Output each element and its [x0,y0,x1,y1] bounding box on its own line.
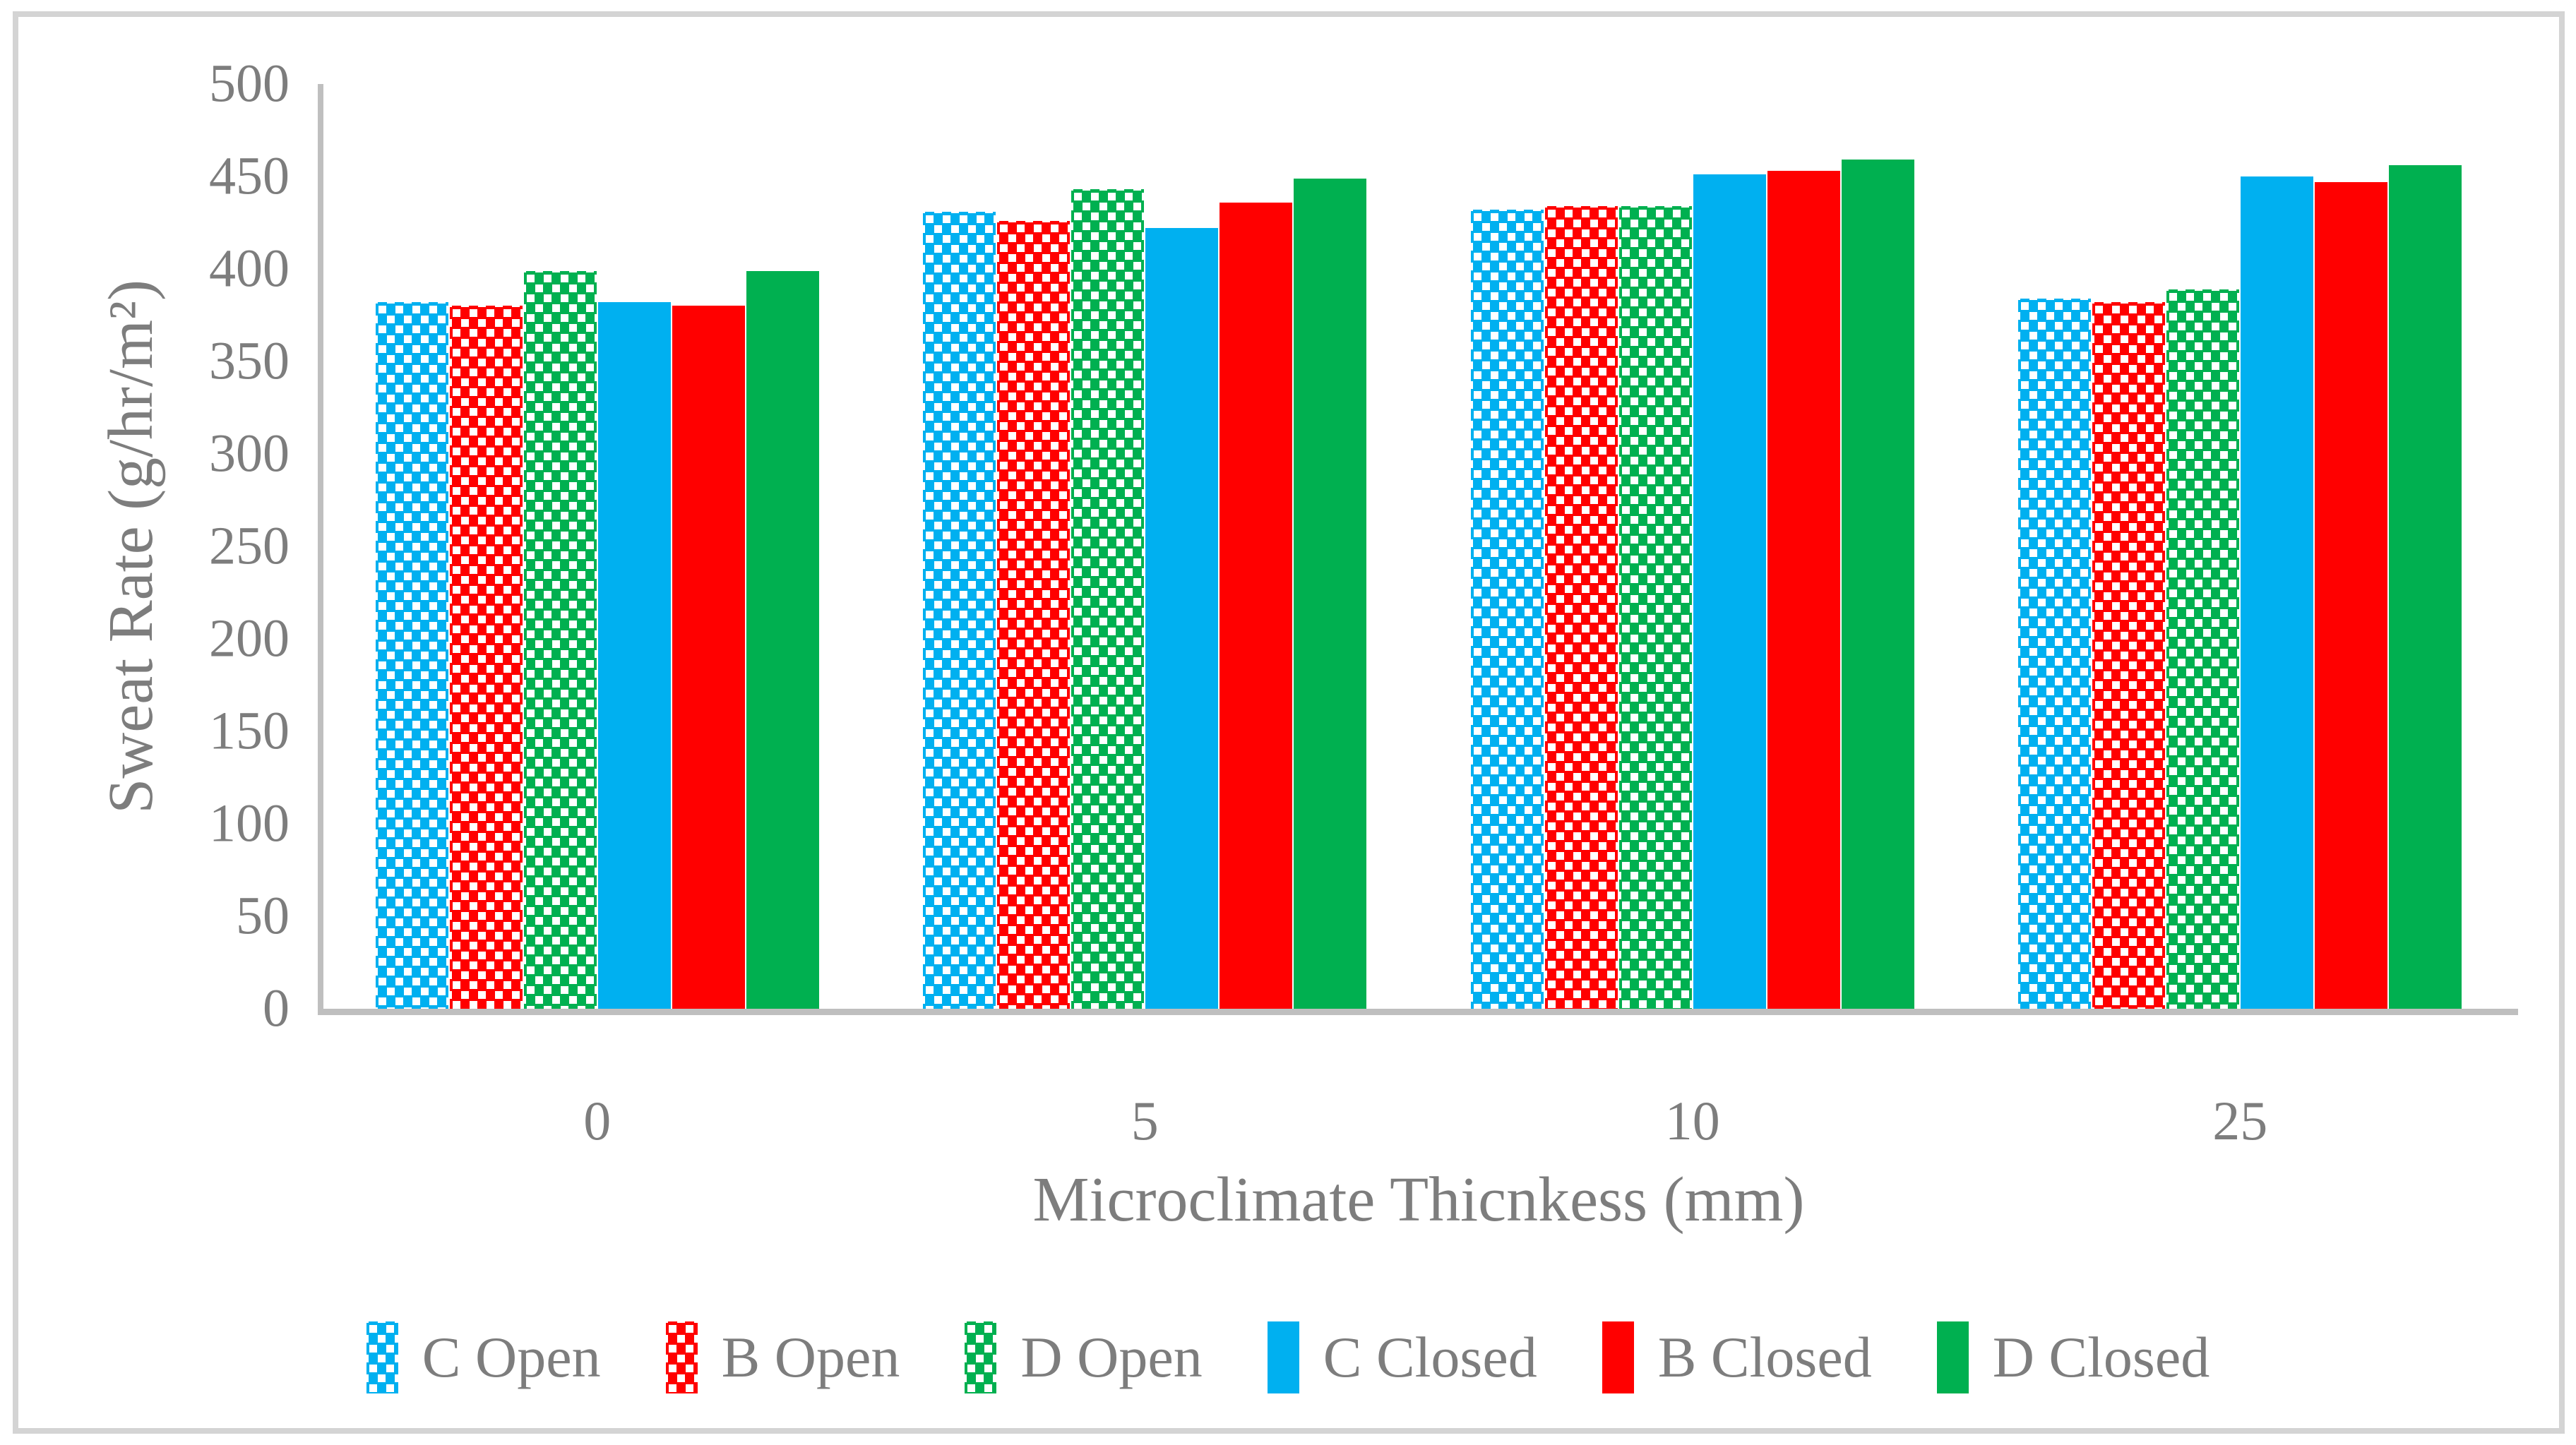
legend-label: C Closed [1323,1325,1537,1389]
y-tick-label: 250 [209,516,290,576]
bar-d-closed [2389,165,2462,1009]
bar-c-closed [1145,228,1219,1009]
bar-c-open [923,211,996,1009]
bar-group [2018,84,2462,1009]
bar-d-closed [746,270,819,1009]
y-tick-label: 50 [236,886,290,946]
y-tick-label: 0 [263,978,290,1038]
bar-c-closed [597,302,671,1009]
x-axis-line [318,1009,2518,1015]
x-category-label: 0 [583,1090,612,1151]
y-tick-label: 400 [209,239,290,299]
legend-swatch-icon [1936,1321,1969,1393]
legend-label: D Closed [1992,1325,2210,1389]
bar-b-closed [1767,171,1840,1009]
legend-label: B Open [721,1325,900,1389]
y-axis-ticks: 0 50 100 150 200 250 300 350 400 450 500 [85,54,290,1038]
y-tick-label: 200 [209,608,290,668]
y-axis-line [318,84,323,1015]
legend-swatch-icon [665,1321,698,1393]
y-tick-label: 350 [209,331,290,391]
legend-swatch-icon [965,1321,997,1393]
bar-c-closed [1693,174,1766,1009]
legend-label: D Open [1020,1325,1203,1389]
bar-c-closed [2241,176,2314,1009]
bar-group [923,84,1367,1009]
legend-item-c-open: C Open [366,1321,601,1393]
bar-d-closed [1841,160,1914,1009]
x-category-label: 5 [1131,1090,1159,1151]
bar-b-closed [2315,181,2388,1009]
y-tick-label: 150 [209,701,290,761]
bar-d-closed [1294,178,1367,1009]
x-category-label: 25 [2212,1090,2268,1151]
legend-item-d-closed: D Closed [1936,1321,2210,1393]
y-tick-label: 300 [209,424,290,484]
legend-label: C Open [422,1325,601,1389]
bar-d-open [523,270,597,1009]
bar-d-open [2166,289,2240,1009]
bar-d-open [1618,205,1692,1009]
y-tick-label: 500 [209,54,290,114]
x-axis-category-labels: 0 5 10 25 [323,1086,2514,1163]
plot-area [323,84,2514,1009]
legend-label: B Closed [1657,1325,1872,1389]
bar-b-open [449,306,523,1009]
bar-b-closed [1220,202,1293,1009]
bar-b-open [997,220,1071,1009]
bar-c-open [2018,298,2092,1009]
bar-c-open [375,302,448,1009]
bar-b-open [2092,302,2166,1009]
legend-swatch-icon [366,1321,398,1393]
legend-item-d-open: D Open [965,1321,1203,1393]
legend-swatch-icon [1602,1321,1634,1393]
bar-group [1470,84,1914,1009]
legend-item-b-closed: B Closed [1602,1321,1872,1393]
y-tick-label: 100 [209,793,290,853]
legend-swatch-icon [1267,1321,1299,1393]
bar-d-open [1071,189,1145,1009]
legend-item-c-closed: C Closed [1267,1321,1537,1393]
x-axis-title: Microclimate Thicnkess (mm) [1032,1165,1805,1235]
bar-b-open [1544,205,1618,1009]
bar-b-closed [672,306,745,1009]
legend-item-b-open: B Open [665,1321,900,1393]
x-category-label: 10 [1664,1090,1720,1151]
bar-c-open [1470,210,1544,1009]
bar-group [375,84,819,1009]
y-tick-label: 450 [209,146,290,206]
legend: C Open B Open D Open C Closed B Closed D Clos… [0,1321,2576,1393]
